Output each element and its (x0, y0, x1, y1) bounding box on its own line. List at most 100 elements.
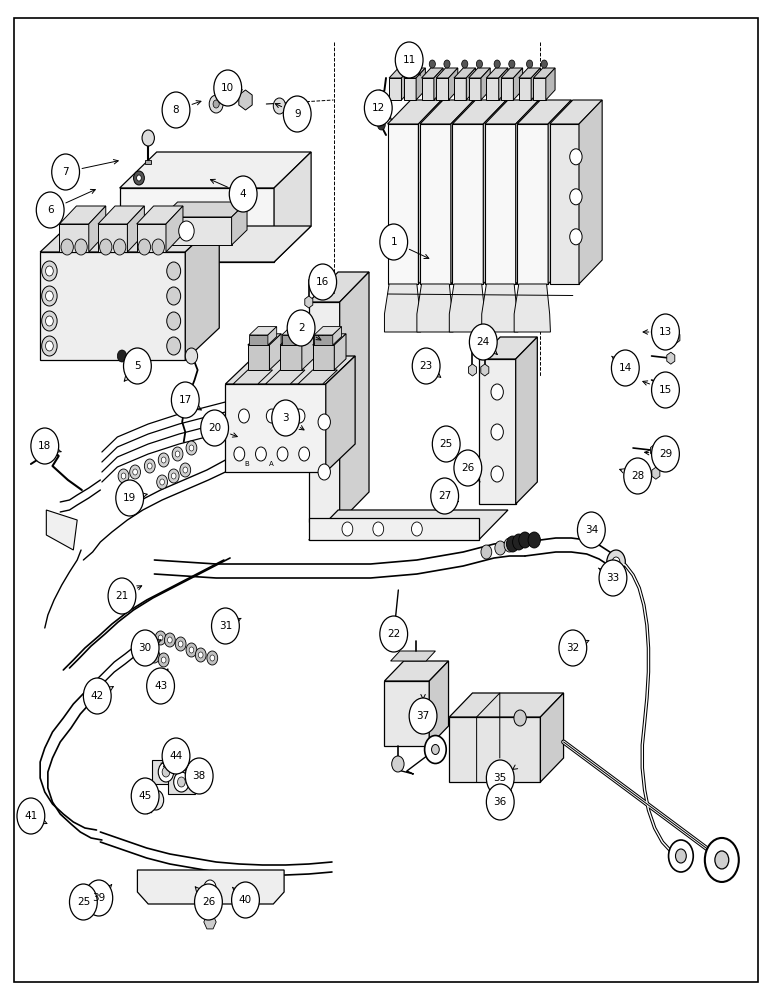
Circle shape (167, 262, 181, 280)
Circle shape (162, 767, 170, 777)
Text: 42: 42 (90, 691, 104, 701)
Circle shape (705, 838, 739, 882)
Text: 41: 41 (24, 811, 38, 821)
Circle shape (155, 631, 166, 645)
Text: 12: 12 (371, 103, 385, 113)
Circle shape (131, 630, 159, 666)
Text: 6: 6 (47, 205, 53, 215)
Circle shape (234, 447, 245, 461)
Text: 26: 26 (201, 897, 215, 907)
Circle shape (527, 60, 533, 68)
Circle shape (31, 428, 59, 464)
Circle shape (116, 480, 144, 516)
Polygon shape (298, 370, 337, 384)
Polygon shape (486, 68, 508, 78)
Circle shape (715, 851, 729, 869)
Circle shape (376, 90, 384, 100)
Bar (145, 160, 151, 164)
Circle shape (204, 880, 216, 896)
Text: 1: 1 (391, 237, 397, 247)
Circle shape (171, 473, 176, 479)
Polygon shape (417, 284, 453, 332)
Circle shape (342, 522, 353, 536)
Polygon shape (309, 272, 369, 302)
Polygon shape (249, 327, 276, 335)
Text: 19: 19 (123, 493, 137, 503)
Text: 20: 20 (208, 423, 222, 433)
Circle shape (46, 266, 53, 276)
Polygon shape (449, 284, 486, 332)
Circle shape (676, 849, 686, 863)
Text: 7: 7 (63, 167, 69, 177)
Circle shape (380, 616, 408, 652)
Polygon shape (225, 384, 326, 472)
Circle shape (669, 840, 693, 872)
Polygon shape (454, 68, 476, 78)
Circle shape (491, 384, 503, 400)
Polygon shape (449, 693, 564, 717)
Polygon shape (233, 370, 273, 384)
Circle shape (152, 239, 164, 255)
Text: 38: 38 (192, 771, 206, 781)
Polygon shape (40, 220, 219, 252)
Polygon shape (422, 78, 434, 100)
Polygon shape (248, 345, 269, 370)
Circle shape (481, 545, 492, 559)
Polygon shape (248, 334, 281, 345)
Circle shape (171, 382, 199, 418)
Circle shape (272, 400, 300, 436)
Polygon shape (451, 100, 474, 284)
Polygon shape (540, 693, 564, 782)
Circle shape (100, 239, 112, 255)
Circle shape (186, 441, 197, 455)
Circle shape (75, 239, 87, 255)
Circle shape (133, 469, 137, 475)
Polygon shape (546, 68, 555, 100)
Circle shape (161, 657, 166, 663)
Circle shape (395, 42, 423, 78)
Polygon shape (420, 100, 474, 124)
Circle shape (108, 578, 136, 614)
Circle shape (570, 189, 582, 205)
Circle shape (495, 541, 506, 555)
Circle shape (195, 884, 222, 920)
Circle shape (42, 261, 57, 281)
Polygon shape (466, 68, 476, 100)
Circle shape (46, 316, 53, 326)
Circle shape (168, 637, 172, 643)
Polygon shape (483, 100, 506, 284)
Text: 44: 44 (169, 751, 183, 761)
Polygon shape (499, 68, 508, 100)
Circle shape (210, 655, 215, 661)
Polygon shape (152, 760, 180, 784)
Polygon shape (268, 327, 276, 345)
Text: 30: 30 (138, 643, 152, 653)
Circle shape (178, 221, 194, 241)
Circle shape (149, 649, 160, 663)
Text: 15: 15 (659, 385, 672, 395)
Polygon shape (384, 681, 429, 746)
Polygon shape (479, 337, 537, 359)
Text: 25: 25 (76, 897, 90, 907)
Polygon shape (274, 152, 311, 262)
Circle shape (266, 409, 277, 423)
Polygon shape (314, 335, 333, 345)
Polygon shape (550, 100, 602, 124)
Text: 32: 32 (566, 643, 580, 653)
Circle shape (232, 882, 259, 918)
Polygon shape (550, 124, 579, 284)
Text: 11: 11 (402, 55, 416, 65)
Polygon shape (517, 100, 571, 124)
Circle shape (378, 120, 385, 130)
Circle shape (17, 798, 45, 834)
Circle shape (607, 550, 625, 574)
Polygon shape (516, 337, 537, 504)
Circle shape (144, 459, 155, 473)
Polygon shape (670, 382, 678, 394)
Polygon shape (436, 78, 449, 100)
Circle shape (158, 762, 174, 782)
Polygon shape (672, 332, 680, 344)
Polygon shape (232, 202, 247, 245)
Circle shape (513, 535, 524, 549)
Polygon shape (579, 100, 602, 284)
